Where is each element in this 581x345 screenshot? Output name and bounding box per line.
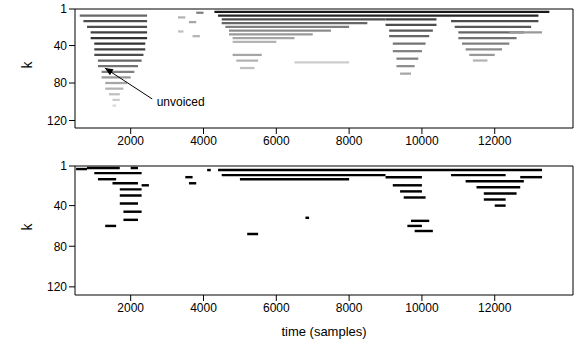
svg-text:10000: 10000 bbox=[405, 301, 439, 315]
svg-text:6000: 6000 bbox=[263, 301, 290, 315]
svg-text:1: 1 bbox=[60, 2, 67, 16]
svg-text:40: 40 bbox=[54, 39, 68, 53]
svg-text:unvoiced: unvoiced bbox=[157, 95, 205, 109]
svg-text:2000: 2000 bbox=[117, 134, 144, 148]
svg-text:2000: 2000 bbox=[117, 301, 144, 315]
svg-text:4000: 4000 bbox=[190, 301, 217, 315]
svg-text:120: 120 bbox=[47, 280, 67, 294]
svg-text:120: 120 bbox=[47, 114, 67, 128]
svg-text:k: k bbox=[19, 223, 35, 231]
svg-text:80: 80 bbox=[54, 240, 68, 254]
svg-text:k: k bbox=[19, 61, 35, 69]
svg-text:10000: 10000 bbox=[405, 134, 439, 148]
svg-text:80: 80 bbox=[54, 76, 68, 90]
svg-text:4000: 4000 bbox=[190, 134, 217, 148]
svg-text:12000: 12000 bbox=[478, 134, 512, 148]
svg-text:12000: 12000 bbox=[478, 301, 512, 315]
svg-text:8000: 8000 bbox=[336, 134, 363, 148]
svg-text:6000: 6000 bbox=[263, 134, 290, 148]
svg-text:1: 1 bbox=[60, 159, 67, 173]
svg-text:8000: 8000 bbox=[336, 301, 363, 315]
svg-text:time (samples): time (samples) bbox=[281, 324, 366, 339]
svg-text:40: 40 bbox=[54, 199, 68, 213]
